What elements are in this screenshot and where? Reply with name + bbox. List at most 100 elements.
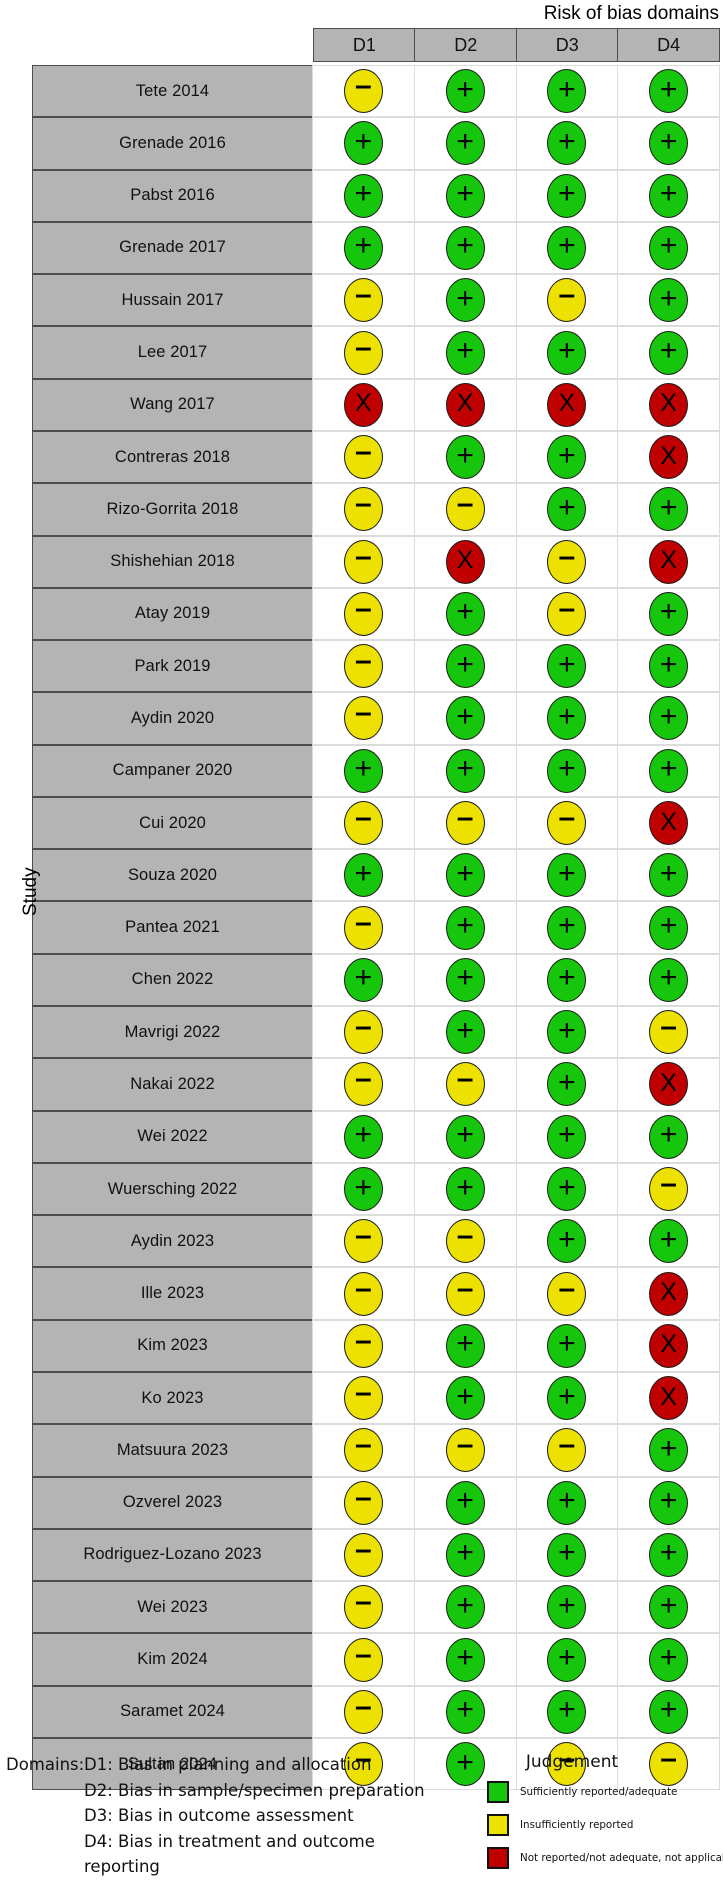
judgement-cell-d1[interactable]: – [312, 587, 415, 641]
judgement-cell-d4[interactable]: X [617, 1319, 720, 1372]
judgement-cell-d1[interactable]: – [312, 1319, 415, 1372]
judgement-cell-d2[interactable]: + [413, 1528, 517, 1582]
judgement-cell-d2[interactable]: + [413, 1633, 517, 1686]
judgement-cell-d2[interactable]: + [413, 1110, 517, 1163]
judgement-cell-d3[interactable]: + [515, 1110, 619, 1163]
judgement-cell-d3[interactable]: – [515, 1267, 619, 1320]
judgement-cell-d1[interactable]: – [312, 483, 415, 536]
judgement-cell-d3[interactable]: + [515, 117, 619, 170]
judgement-cell-d2[interactable]: + [413, 1006, 517, 1059]
judgement-cell-d4[interactable]: + [617, 1215, 720, 1268]
judgement-cell-d3[interactable]: + [515, 1058, 619, 1111]
judgement-cell-d1[interactable]: + [312, 744, 415, 797]
judgement-cell-d4[interactable]: + [617, 640, 720, 693]
judgement-cell-d1[interactable]: + [312, 1162, 415, 1216]
judgement-cell-d4[interactable]: + [617, 744, 720, 797]
judgement-cell-d3[interactable]: – [515, 274, 619, 327]
judgement-cell-d3[interactable]: – [515, 796, 619, 850]
judgement-cell-d2[interactable]: + [413, 430, 517, 484]
judgement-cell-d1[interactable]: – [312, 1737, 415, 1791]
judgement-cell-d2[interactable]: X [413, 378, 517, 431]
judgement-cell-d4[interactable]: + [617, 849, 720, 902]
judgement-cell-d3[interactable]: – [515, 587, 619, 641]
judgement-cell-d4[interactable]: + [617, 221, 720, 275]
judgement-cell-d4[interactable]: + [617, 483, 720, 536]
judgement-cell-d3[interactable]: + [515, 221, 619, 275]
judgement-cell-d2[interactable]: + [413, 744, 517, 797]
judgement-cell-d4[interactable]: + [617, 901, 720, 954]
judgement-cell-d3[interactable]: + [515, 1319, 619, 1372]
judgement-cell-d4[interactable]: + [617, 692, 720, 745]
judgement-cell-d3[interactable]: + [515, 1372, 619, 1425]
judgement-cell-d2[interactable]: + [413, 326, 517, 379]
judgement-cell-d4[interactable]: X [617, 1058, 720, 1111]
judgement-cell-d2[interactable]: + [413, 1476, 517, 1529]
judgement-cell-d1[interactable]: + [312, 169, 415, 222]
judgement-cell-d1[interactable]: – [312, 535, 415, 588]
judgement-cell-d3[interactable]: + [515, 65, 619, 118]
judgement-cell-d4[interactable]: + [617, 953, 720, 1007]
judgement-cell-d2[interactable]: – [413, 1424, 517, 1477]
judgement-cell-d1[interactable]: – [312, 1528, 415, 1582]
judgement-cell-d3[interactable]: + [515, 1633, 619, 1686]
judgement-cell-d2[interactable]: + [413, 1737, 517, 1791]
judgement-cell-d1[interactable]: + [312, 117, 415, 170]
judgement-cell-d2[interactable]: X [413, 535, 517, 588]
judgement-cell-d1[interactable]: – [312, 274, 415, 327]
judgement-cell-d4[interactable]: X [617, 1267, 720, 1320]
judgement-cell-d2[interactable]: + [413, 587, 517, 641]
judgement-cell-d3[interactable]: + [515, 744, 619, 797]
judgement-cell-d1[interactable]: – [312, 796, 415, 850]
judgement-cell-d3[interactable]: + [515, 1476, 619, 1529]
judgement-cell-d4[interactable]: + [617, 1528, 720, 1582]
judgement-cell-d4[interactable]: – [617, 1162, 720, 1216]
judgement-cell-d3[interactable]: + [515, 640, 619, 693]
judgement-cell-d4[interactable]: X [617, 430, 720, 484]
judgement-cell-d1[interactable]: – [312, 1215, 415, 1268]
judgement-cell-d3[interactable]: + [515, 326, 619, 379]
judgement-cell-d3[interactable]: + [515, 1528, 619, 1582]
judgement-cell-d2[interactable]: + [413, 274, 517, 327]
judgement-cell-d4[interactable]: + [617, 1424, 720, 1477]
judgement-cell-d1[interactable]: – [312, 430, 415, 484]
judgement-cell-d3[interactable]: + [515, 1162, 619, 1216]
judgement-cell-d1[interactable]: + [312, 953, 415, 1007]
judgement-cell-d4[interactable]: – [617, 1006, 720, 1059]
judgement-cell-d1[interactable]: – [312, 326, 415, 379]
judgement-cell-d1[interactable]: – [312, 901, 415, 954]
judgement-cell-d4[interactable]: + [617, 65, 720, 118]
judgement-cell-d4[interactable]: + [617, 1110, 720, 1163]
judgement-cell-d4[interactable]: X [617, 1372, 720, 1425]
judgement-cell-d4[interactable]: X [617, 796, 720, 850]
judgement-cell-d2[interactable]: + [413, 65, 517, 118]
judgement-cell-d4[interactable]: – [617, 1737, 720, 1791]
judgement-cell-d2[interactable]: – [413, 483, 517, 536]
judgement-cell-d1[interactable]: – [312, 1006, 415, 1059]
judgement-cell-d1[interactable]: – [312, 1685, 415, 1738]
judgement-cell-d1[interactable]: – [312, 1058, 415, 1111]
judgement-cell-d3[interactable]: + [515, 1215, 619, 1268]
judgement-cell-d4[interactable]: + [617, 587, 720, 641]
judgement-cell-d4[interactable]: + [617, 1685, 720, 1738]
judgement-cell-d1[interactable]: – [312, 1476, 415, 1529]
judgement-cell-d2[interactable]: + [413, 849, 517, 902]
judgement-cell-d4[interactable]: + [617, 1633, 720, 1686]
judgement-cell-d2[interactable]: + [413, 1162, 517, 1216]
judgement-cell-d3[interactable]: + [515, 430, 619, 484]
judgement-cell-d3[interactable]: + [515, 1685, 619, 1738]
judgement-cell-d4[interactable]: + [617, 274, 720, 327]
judgement-cell-d3[interactable]: – [515, 1737, 619, 1791]
judgement-cell-d2[interactable]: + [413, 1581, 517, 1634]
judgement-cell-d1[interactable]: + [312, 849, 415, 902]
judgement-cell-d2[interactable]: + [413, 1685, 517, 1738]
judgement-cell-d2[interactable]: + [413, 901, 517, 954]
judgement-cell-d3[interactable]: + [515, 901, 619, 954]
judgement-cell-d3[interactable]: + [515, 1581, 619, 1634]
judgement-cell-d1[interactable]: X [312, 378, 415, 431]
judgement-cell-d3[interactable]: + [515, 953, 619, 1007]
judgement-cell-d2[interactable]: + [413, 1319, 517, 1372]
judgement-cell-d2[interactable]: + [413, 117, 517, 170]
judgement-cell-d2[interactable]: – [413, 796, 517, 850]
judgement-cell-d1[interactable]: – [312, 1424, 415, 1477]
judgement-cell-d1[interactable]: – [312, 692, 415, 745]
